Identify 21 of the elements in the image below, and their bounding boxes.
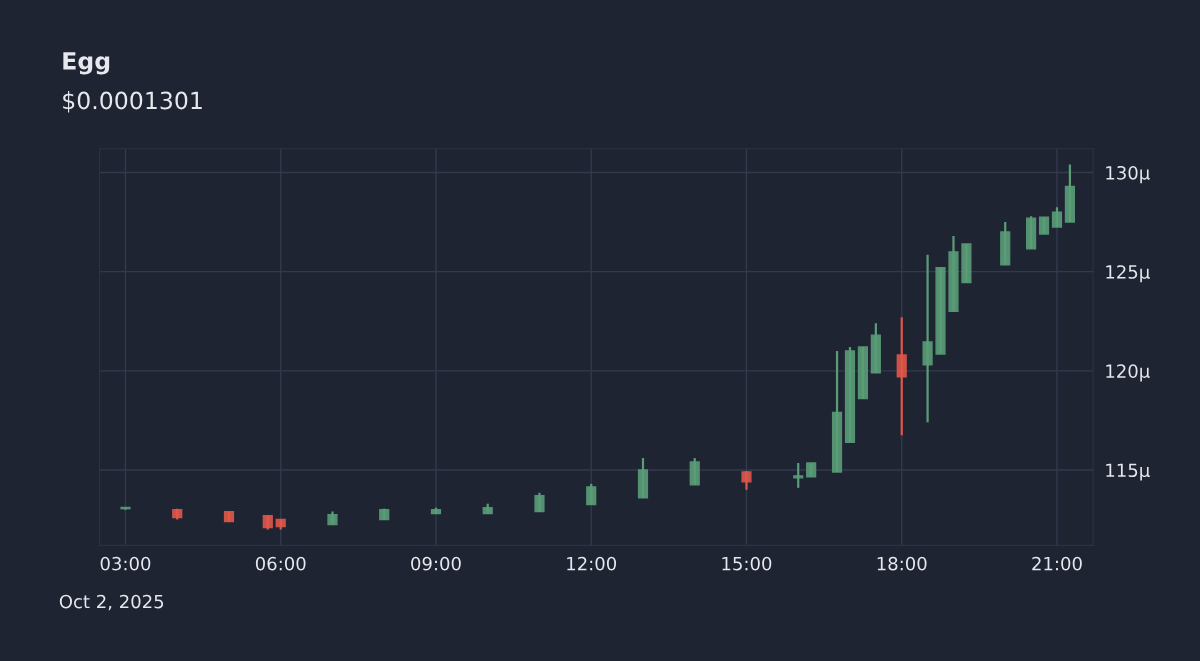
x-tick-label: 06:00 [255, 556, 306, 571]
x-tick-label: 15:00 [722, 556, 772, 571]
candlestick [689, 456, 700, 486]
x-tick-label: 18:00 [877, 556, 927, 571]
y-tick-label: 125μ [1106, 265, 1150, 283]
y-tick-label: 130μ [1106, 165, 1150, 184]
candlestick [534, 491, 545, 513]
x-tick-label: 03:00 [100, 556, 151, 571]
text: Oct 2, 2025 [59, 594, 164, 611]
candlestick [586, 482, 597, 506]
y-tick-label: 115μ [1106, 463, 1150, 481]
candlestick [896, 316, 907, 437]
candlestick [1051, 206, 1063, 229]
chart-title: Egg [63, 52, 110, 75]
x-tick-label: 09:00 [411, 556, 461, 571]
candlestick [922, 253, 933, 424]
candlestick [793, 461, 804, 489]
x-tick-label: 21:00 [1032, 556, 1082, 571]
y-tick-label: 120μ [1106, 364, 1150, 382]
chart-subtitle: $0.0001301 [63, 91, 202, 113]
x-tick-label: 12:00 [567, 556, 617, 571]
